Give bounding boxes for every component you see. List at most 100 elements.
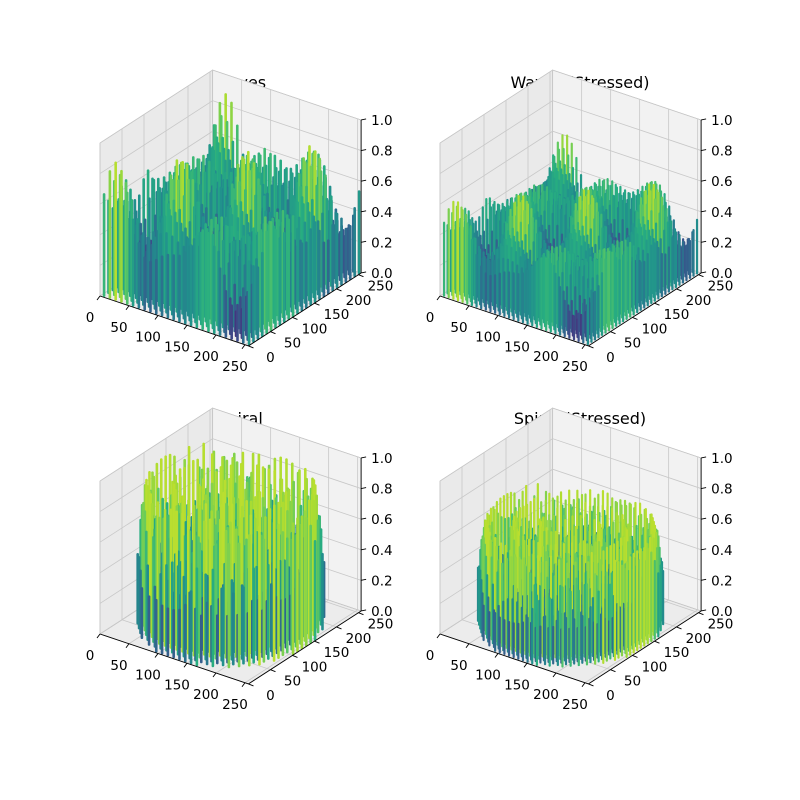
z-tick-label: 0.2 <box>711 573 732 589</box>
y-tick-label: 100 <box>302 321 328 337</box>
z-tick-mark <box>701 210 707 213</box>
y-axis-line <box>588 272 702 347</box>
z-tick-label: 1.0 <box>371 451 392 467</box>
y-tick-label: 250 <box>368 279 394 295</box>
z-tick-mark <box>361 149 367 152</box>
y-tick-label: 250 <box>708 617 734 633</box>
x-tick-mark <box>552 334 557 340</box>
y-tick-mark <box>676 626 682 630</box>
y-tick-label: 250 <box>368 617 394 633</box>
x-tick-mark <box>96 295 101 301</box>
z-tick-mark <box>701 487 707 490</box>
subplot-waves-stressed: Waves (Stressed) 05010015020025005010015… <box>426 69 734 375</box>
x-tick-mark <box>125 305 130 311</box>
z-tick-label: 0.0 <box>371 266 392 282</box>
y-tick-label: 200 <box>686 293 712 309</box>
y-tick-label: 250 <box>708 279 734 295</box>
x-tick-mark <box>183 324 188 330</box>
x-tick-label: 50 <box>110 658 127 674</box>
x-tick-mark <box>581 344 586 350</box>
grid-line-z <box>439 407 702 482</box>
z-tick-label: 0.4 <box>711 205 732 221</box>
z-tick-mark <box>361 487 367 490</box>
z-tick-label: 0.2 <box>371 573 392 589</box>
z-tick-label: 0.4 <box>371 543 392 559</box>
y-tick-mark <box>654 640 660 644</box>
y-tick-mark <box>314 302 320 306</box>
x-tick-label: 50 <box>110 320 127 336</box>
y-tick-mark <box>336 288 342 292</box>
z-tick-mark <box>361 609 367 612</box>
y-tick-mark <box>698 612 704 616</box>
subplot-spiral-stressed: Spiral (Stressed) 0501001502002500501001… <box>426 407 734 713</box>
z-tick-label: 0.8 <box>371 482 392 498</box>
z-tick-label: 0.8 <box>371 144 392 160</box>
x-tick-mark <box>154 653 159 658</box>
y-tick-mark <box>292 655 298 658</box>
z-tick-mark <box>701 271 707 274</box>
z-tick-mark <box>361 578 367 581</box>
x-tick-mark <box>552 672 557 678</box>
grid-line-z <box>99 100 362 174</box>
x-tick-label: 150 <box>504 339 530 355</box>
x-tick-mark <box>125 643 130 649</box>
z-tick-mark <box>701 517 707 520</box>
x-tick-mark <box>212 672 217 678</box>
axis-lines <box>99 457 362 685</box>
y-tick-mark <box>358 274 364 278</box>
x-tick-label: 200 <box>193 349 219 365</box>
z-tick-label: 0.6 <box>711 512 732 528</box>
grid-line-z <box>439 468 702 543</box>
x-tick-label: 100 <box>475 668 501 684</box>
y-tick-label: 150 <box>324 645 350 661</box>
x-tick-label: 200 <box>533 349 559 365</box>
z-tick-mark <box>701 149 707 152</box>
bar-group <box>476 483 665 668</box>
tick-labels: 0501001502002500501001502002500.00.20.40… <box>86 451 394 713</box>
subplot-waves: Waves 0501001502002500501001502002500.00… <box>86 69 394 375</box>
x-tick-mark <box>154 315 159 320</box>
y-tick-label: 0 <box>606 350 615 366</box>
z-tick-label: 0.6 <box>371 174 392 190</box>
x-tick-label: 150 <box>504 677 530 693</box>
y-tick-label: 50 <box>624 674 641 690</box>
z-tick-mark <box>701 240 707 243</box>
x-tick-label: 100 <box>135 668 161 684</box>
z-tick-label: 0.0 <box>711 604 732 620</box>
subplot-spiral: Spiral 0501001502002500501001502002500.0… <box>86 407 394 713</box>
y-tick-label: 150 <box>664 307 690 323</box>
y-tick-label: 100 <box>642 659 668 675</box>
z-tick-label: 0.6 <box>711 174 732 190</box>
x-axis-line <box>439 633 589 685</box>
y-axis-line <box>248 272 362 347</box>
x-tick-label: 0 <box>426 310 435 326</box>
y-tick-mark <box>610 669 616 673</box>
y-tick-mark <box>248 683 254 687</box>
x-tick-mark <box>183 662 188 668</box>
z-tick-mark <box>361 240 367 243</box>
x-tick-label: 150 <box>164 339 190 355</box>
z-tick-mark <box>361 517 367 520</box>
z-tick-mark <box>361 548 367 551</box>
z-tick-mark <box>361 271 367 274</box>
x-tick-mark <box>494 315 499 320</box>
x-tick-mark <box>436 633 441 639</box>
x-tick-mark <box>212 334 217 340</box>
x-tick-label: 250 <box>222 697 248 713</box>
grid-line-z <box>439 130 702 205</box>
y-tick-mark <box>632 317 638 320</box>
z-tick-mark <box>701 118 707 121</box>
x-tick-label: 50 <box>450 658 467 674</box>
y-tick-mark <box>654 302 660 306</box>
tick-labels: 0501001502002500501001502002500.00.20.40… <box>86 113 394 375</box>
y-tick-mark <box>698 274 704 278</box>
y-tick-mark <box>270 331 276 335</box>
x-tick-mark <box>96 633 101 639</box>
y-tick-mark <box>358 612 364 616</box>
x-tick-label: 100 <box>475 330 501 346</box>
y-tick-label: 100 <box>302 659 328 675</box>
x-tick-label: 200 <box>533 687 559 703</box>
x-tick-mark <box>241 682 246 688</box>
x-tick-label: 250 <box>222 359 248 375</box>
